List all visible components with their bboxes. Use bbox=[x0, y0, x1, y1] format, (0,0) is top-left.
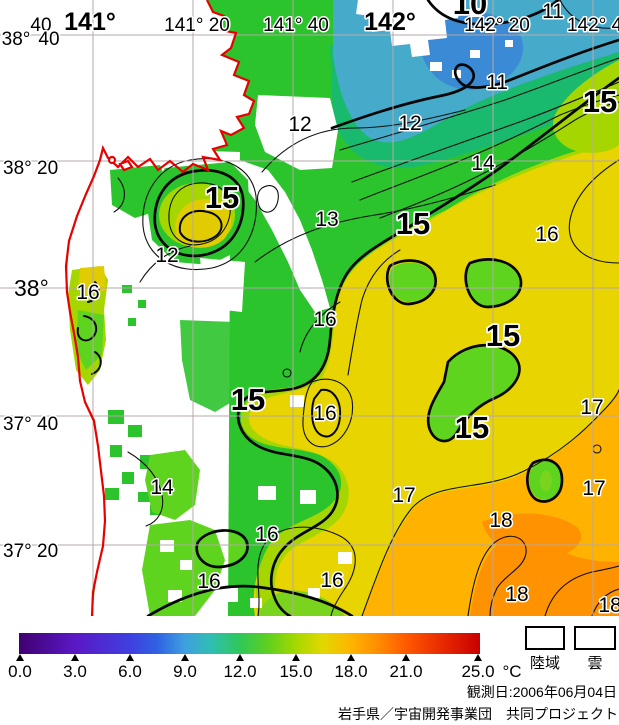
lat-corner-label: 38° bbox=[2, 29, 31, 50]
tick-label: 6.0 bbox=[118, 662, 142, 681]
cloud-gap bbox=[200, 258, 245, 312]
isotherm-label-bold: 15 bbox=[231, 382, 265, 417]
isotherm-label: 14 bbox=[471, 152, 495, 175]
sea-deep-orange-patches bbox=[470, 513, 619, 616]
lime-core bbox=[540, 471, 552, 491]
tick-label: 25.0 bbox=[461, 662, 494, 681]
isotherm-label-bold: 15 bbox=[396, 206, 430, 241]
tick-label: 3.0 bbox=[63, 662, 87, 681]
lon-label: 141° bbox=[64, 8, 116, 36]
observation-date: 観測日:2006年06月04日 bbox=[467, 684, 617, 700]
isotherm-label: 12 bbox=[155, 244, 178, 267]
isotherm-label: 17 bbox=[582, 477, 605, 500]
map-area: 40 38° 40 141° 141° 20 141° 40 142° 142°… bbox=[0, 0, 619, 617]
legend-label-cloud: 雲 bbox=[587, 655, 602, 672]
lat-corner-label: 40 bbox=[38, 29, 59, 50]
isotherm-label: 18 bbox=[505, 583, 528, 606]
temperature-colorbar bbox=[19, 633, 480, 654]
isotherm-label-bold: 15 bbox=[455, 410, 489, 445]
isotherm-label: 16 bbox=[76, 281, 99, 304]
isotherm-label-bold: 15 bbox=[583, 84, 617, 119]
lon-label: 141° 20 bbox=[164, 15, 230, 36]
isotherm-label: 11 bbox=[486, 71, 508, 94]
isotherm-label: 17 bbox=[580, 396, 603, 419]
colorbar-ticks bbox=[16, 654, 482, 661]
lon-label: 142° 20 bbox=[464, 15, 530, 36]
tick-label: 15.0 bbox=[279, 662, 312, 681]
tick-label: 12.0 bbox=[223, 662, 256, 681]
isotherm-label: 16 bbox=[535, 223, 558, 246]
bottom-panel: 0.0 3.0 6.0 9.0 12.0 15.0 18.0 21.0 25.0… bbox=[7, 626, 618, 722]
isotherm-label: 11 bbox=[542, 0, 564, 23]
bottom-green-tongue bbox=[258, 590, 345, 616]
legend-label-land: 陸域 bbox=[530, 655, 560, 672]
isotherm-label: 13 bbox=[315, 208, 338, 231]
isotherm-label: 16 bbox=[197, 570, 220, 593]
tick-label: 21.0 bbox=[389, 662, 422, 681]
legend-box-cloud bbox=[574, 626, 616, 650]
isotherm-label-bold: 15 bbox=[486, 318, 520, 353]
island bbox=[107, 155, 117, 165]
tick-label: 9.0 bbox=[173, 662, 197, 681]
isotherm-label: 16 bbox=[313, 308, 336, 331]
isotherm-label-bold: 10 bbox=[453, 0, 487, 21]
lat-label: 38° 20 bbox=[3, 158, 58, 179]
lat-label: 37° 40 bbox=[3, 414, 58, 435]
isotherm-label: 14 bbox=[150, 476, 174, 499]
lon-label: 142° 40 bbox=[567, 15, 619, 36]
sea-yellowgreen-tongue bbox=[552, 60, 619, 153]
isotherm-label: 18 bbox=[598, 594, 619, 617]
isotherm-label: 16 bbox=[320, 569, 343, 592]
island bbox=[118, 159, 134, 172]
colorbar-tick-labels: 0.0 3.0 6.0 9.0 12.0 15.0 18.0 21.0 25.0… bbox=[7, 661, 523, 683]
isotherm-contours bbox=[76, 0, 619, 616]
lat-label: 37° 20 bbox=[3, 541, 58, 562]
isotherm-label: 16 bbox=[313, 402, 336, 425]
sea-yellowgreen-fringe bbox=[241, 140, 619, 616]
lon-label: 142° bbox=[364, 8, 416, 36]
coastline bbox=[64, 0, 256, 616]
tick-label: 18.0 bbox=[334, 662, 367, 681]
isotherm-label: 12 bbox=[288, 113, 311, 136]
tick-label: 0.0 bbox=[8, 662, 32, 681]
map-labels: 40 38° 40 141° 141° 20 141° 40 142° 142°… bbox=[0, 0, 619, 617]
isotherm-label: 12 bbox=[398, 112, 421, 135]
lat-label: 38° bbox=[14, 275, 49, 301]
lat-corner-label: 40 bbox=[30, 15, 51, 36]
credit-text: 岩手県／宇宙開発事業団 共同プロジェクト bbox=[338, 706, 618, 722]
isotherm-label: 18 bbox=[489, 509, 512, 532]
isotherm-label: 17 bbox=[392, 484, 415, 507]
legend-box-land bbox=[525, 626, 565, 650]
colorbar-unit: °C bbox=[502, 662, 521, 681]
isotherm-label-bold: 15 bbox=[205, 180, 239, 215]
isotherm-label: 16 bbox=[255, 523, 278, 546]
lon-label: 141° 40 bbox=[263, 15, 329, 36]
